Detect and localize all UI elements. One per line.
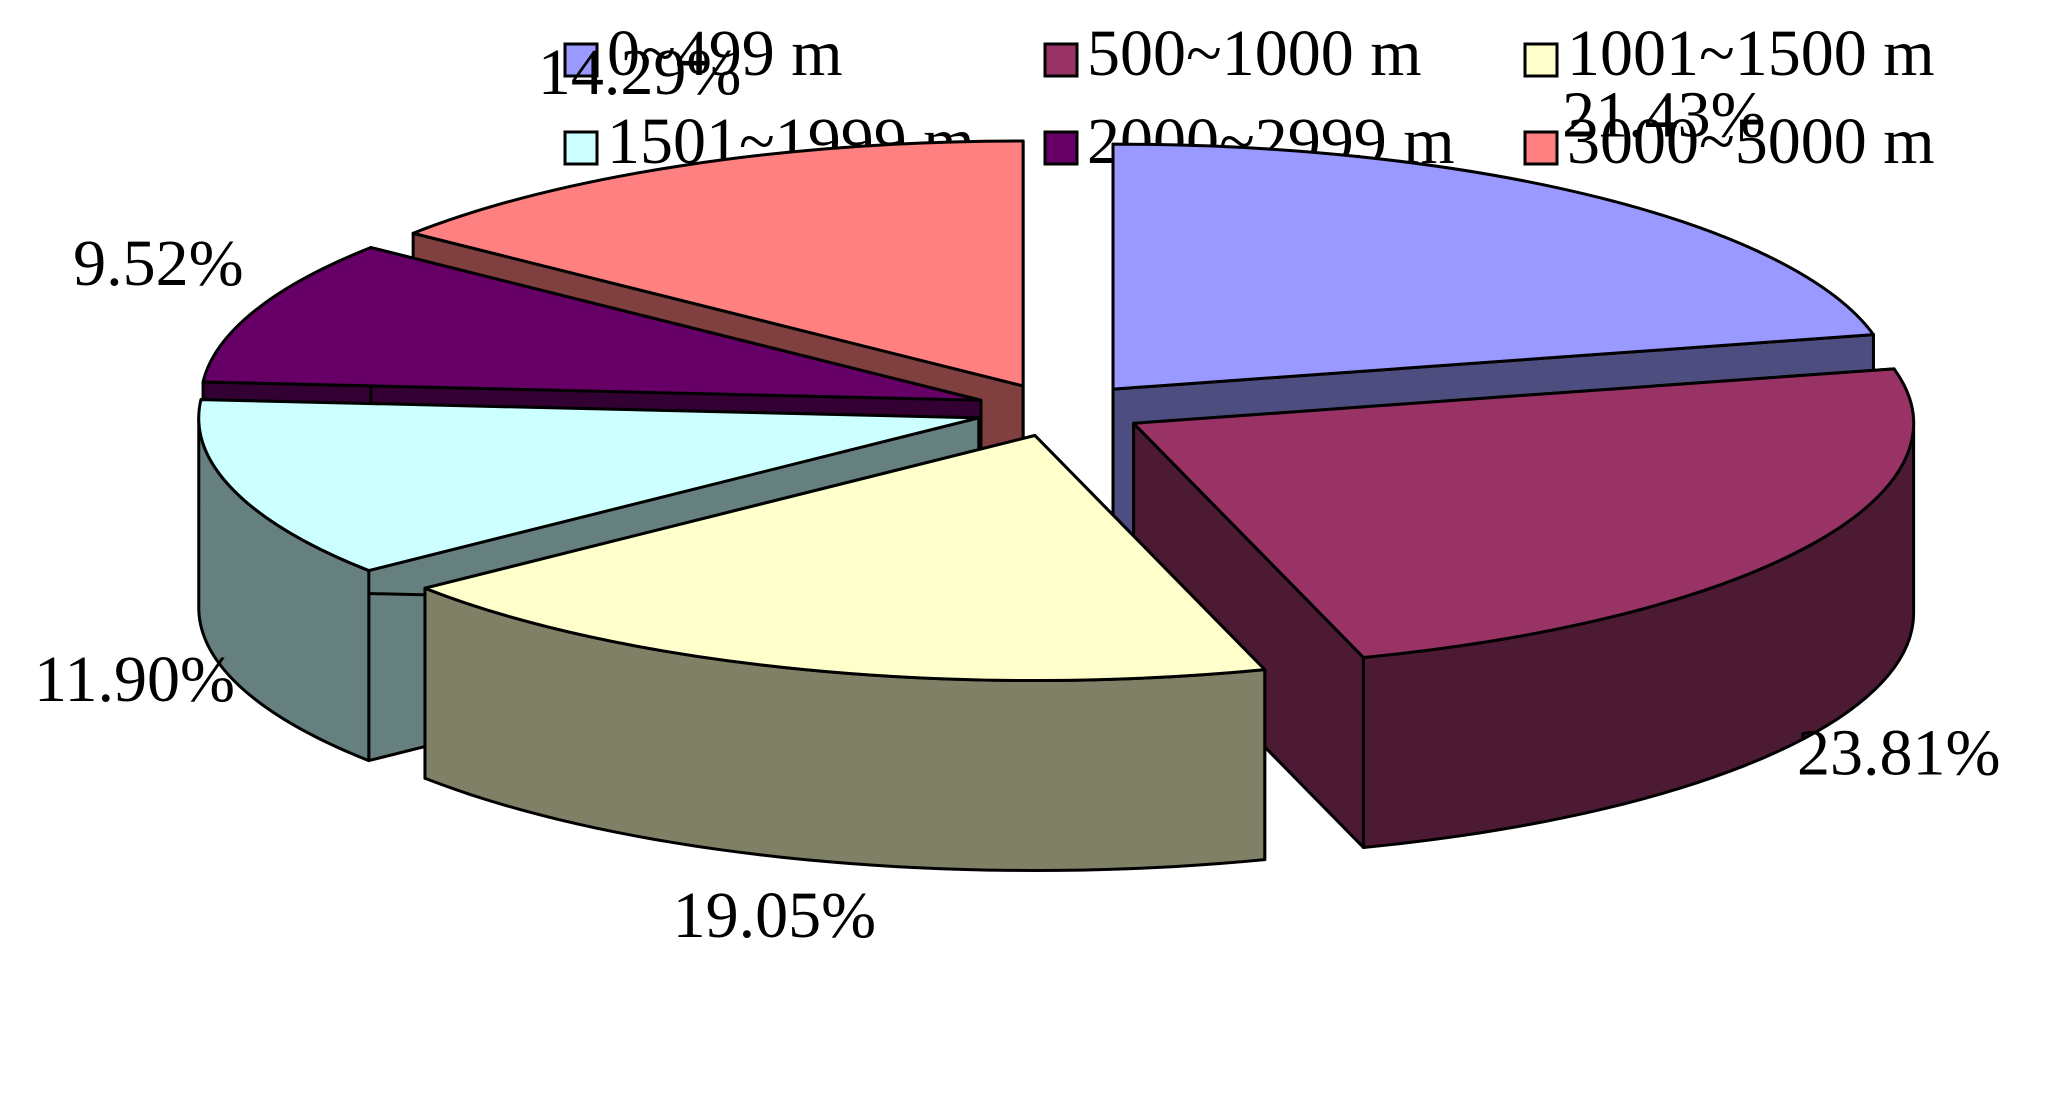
data-label-1501-1999-m: 11.90% — [34, 643, 235, 716]
slice-3000-5000-m — [411, 139, 1025, 388]
data-label-1001-1500-m: 19.05% — [673, 879, 876, 952]
legend-item-0-499-m: 0~499 m — [563, 17, 843, 90]
data-labels: 21.43% 23.81% 19.05% 11.90% 9.52% 14.29% — [34, 36, 2000, 952]
slice-1501-1999-m — [197, 398, 981, 573]
legend-swatch-3000-5000-m — [1523, 130, 1559, 166]
slice-1001-1500-m — [423, 434, 1267, 683]
legend-swatch-500-1000-m — [1043, 42, 1079, 78]
data-label-2000-2999-m: 9.52% — [73, 227, 243, 300]
data-label-3000-5000-m: 14.29% — [538, 36, 741, 109]
slice-2000-2999-m — [201, 246, 983, 402]
data-label-0-499-m: 21.43% — [1562, 78, 1765, 151]
legend-swatch-1001-1500-m — [1523, 42, 1559, 78]
legend-label-0-499-m: 0~499 m — [607, 17, 843, 90]
legend-label-500-1000-m: 500~1000 m — [1087, 17, 1422, 90]
legend-swatch-1501-1999-m — [563, 130, 599, 166]
pie-sides — [197, 139, 1916, 873]
legend-label-1001-1500-m: 1001~1500 m — [1567, 17, 1935, 90]
legend-item-3000-5000-m: 3000~5000 m — [1523, 105, 1935, 178]
slice-0-499-m — [1111, 142, 1875, 391]
legend-label-3000-5000-m: 3000~5000 m — [1567, 105, 1935, 178]
data-label-500-1000-m: 23.81% — [1797, 717, 2000, 790]
legend-swatch-0-499-m — [563, 42, 599, 78]
legend-item-500-1000-m: 500~1000 m — [1043, 17, 1422, 90]
slice-500-1000-m — [1132, 367, 1916, 659]
legend-item-1001-1500-m: 1001~1500 m — [1523, 17, 1935, 90]
legend-swatch-2000-2999-m — [1043, 130, 1079, 166]
